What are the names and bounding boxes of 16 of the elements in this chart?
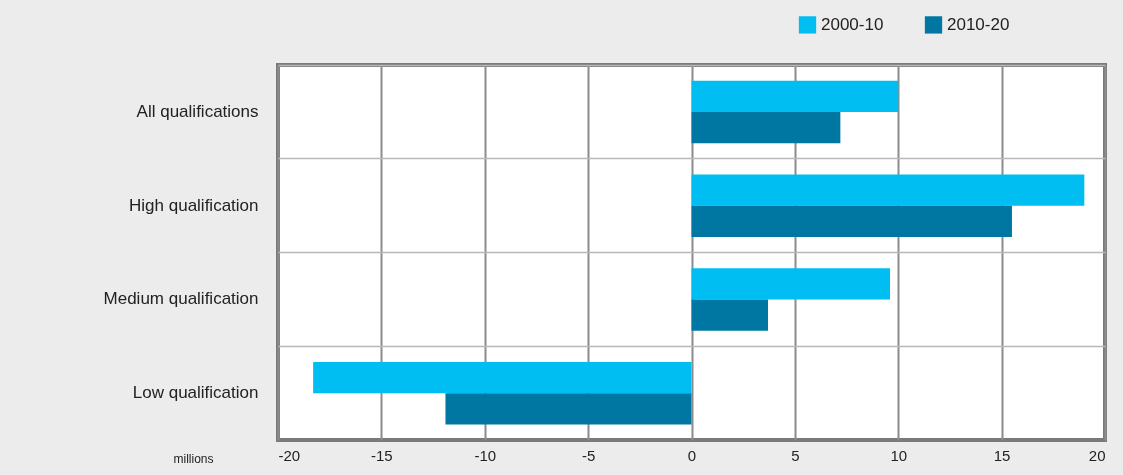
x-tick-label: -10 <box>474 446 497 464</box>
y-tick-label: All qualifications <box>136 101 259 121</box>
y-tick-label: High qualification <box>129 195 259 215</box>
x-tick-label: 15 <box>993 446 1011 464</box>
legend-label: 2000-10 <box>821 14 884 34</box>
x-tick-label: -5 <box>581 446 596 464</box>
y-tick-label: Medium qualification <box>103 289 259 309</box>
legend-label: 2010-20 <box>947 14 1010 34</box>
x-tick-label: -15 <box>371 446 393 464</box>
x-tick-label: -20 <box>278 446 301 464</box>
x-axis-title: millions <box>173 451 214 466</box>
x-tick-label: 0 <box>687 446 697 464</box>
x-tick-label: 5 <box>791 446 800 464</box>
x-tick-label: 10 <box>890 446 908 464</box>
x-tick-label: 20 <box>1088 446 1106 464</box>
y-tick-label: Low qualification <box>132 383 259 403</box>
